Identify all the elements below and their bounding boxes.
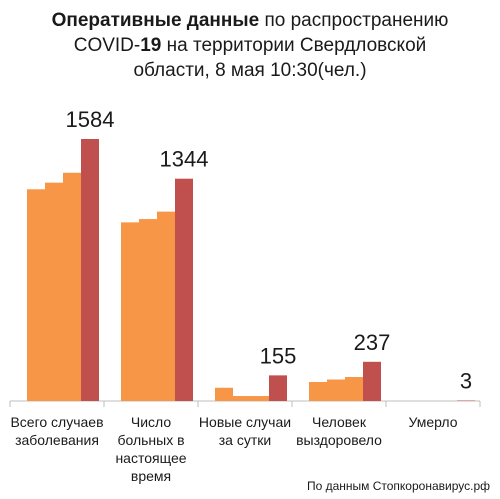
data-label: 237 [354,330,391,355]
source-note: По данным Стопкоронавирус.рф [306,479,490,493]
bar-previous [309,381,327,401]
data-label: 155 [260,343,297,368]
bar-previous [345,377,363,401]
x-tick-label: настоящее [115,450,186,466]
bar-previous [121,222,139,401]
bar-previous [157,211,175,401]
title-covid-number: 19 [140,35,162,56]
x-tick-label: больных в [117,432,184,448]
bar-previous [327,379,345,401]
x-tick-label: Новые случаи [199,414,291,430]
x-tick-label: заболевания [15,432,99,448]
x-tick-label: время [131,468,171,484]
title-region: на территории Свердловской [161,35,427,56]
title-line-3: области, 8 мая 10:30(чел.) [133,60,367,81]
title-covid-prefix: COVID- [73,35,141,56]
x-tick-label: Число [131,414,171,430]
bar-previous [251,396,269,401]
x-tick-label: Человек [312,414,367,430]
bar-current [81,139,99,401]
data-label: 1584 [66,107,115,132]
bar-previous [63,172,81,401]
x-tick-label: за сутки [219,432,271,448]
data-label: 1344 [160,147,209,172]
title-line-1: Оперативные данные по распространению [0,8,500,33]
data-label: 3 [460,369,472,394]
x-tick-label: Всего случаев [10,414,103,430]
bar-previous [45,182,63,401]
chart-title: Оперативные данные по распространению CO… [0,8,500,83]
bar-previous [139,219,157,401]
title-line-2: COVID-19 на территории Свердловской [0,33,500,58]
bar-previous [215,387,233,401]
title-rest-part: по распространению [259,10,449,31]
bar-previous [27,189,45,401]
bar-previous [233,396,251,401]
x-tick-label: Умерло [408,414,457,430]
bar-current [363,361,381,401]
x-tick-label: выздоровело [296,432,382,448]
bar-current [175,178,193,401]
title-bold-part: Оперативные данные [51,10,260,31]
bar-current [269,375,287,401]
